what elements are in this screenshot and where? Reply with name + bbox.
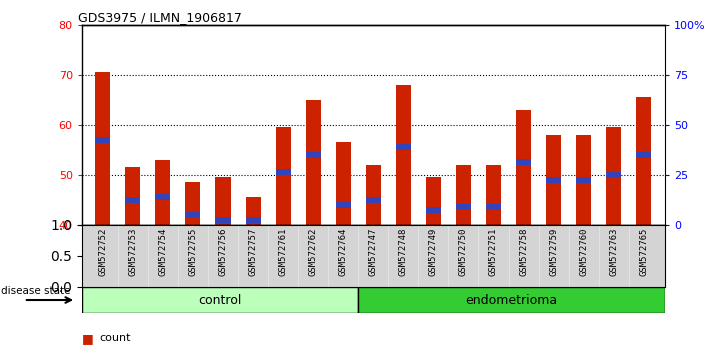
Text: GSM572757: GSM572757: [249, 228, 257, 276]
Text: GSM572763: GSM572763: [609, 228, 618, 276]
Bar: [546, 177, 561, 183]
Bar: [516, 159, 531, 165]
Bar: [336, 202, 351, 208]
Text: GSM572748: GSM572748: [399, 228, 408, 276]
Bar: [486, 165, 501, 225]
Text: GSM572755: GSM572755: [188, 228, 198, 276]
Bar: [306, 100, 321, 225]
Text: GSM572761: GSM572761: [279, 228, 288, 276]
Text: GSM572758: GSM572758: [519, 228, 528, 276]
Text: GSM572760: GSM572760: [579, 228, 588, 276]
Text: GSM572749: GSM572749: [429, 228, 438, 276]
Text: GSM572759: GSM572759: [549, 228, 558, 276]
Bar: [276, 127, 291, 225]
Text: count: count: [100, 333, 131, 343]
Bar: [95, 137, 110, 143]
Bar: [516, 110, 531, 225]
Bar: [426, 207, 441, 213]
Text: GSM572764: GSM572764: [338, 228, 348, 276]
Bar: [576, 177, 591, 183]
Bar: [486, 204, 501, 210]
Text: ■: ■: [82, 353, 97, 354]
Text: GSM572747: GSM572747: [369, 228, 378, 276]
Bar: [306, 152, 321, 158]
Bar: [336, 142, 351, 225]
Text: GSM572754: GSM572754: [159, 228, 167, 276]
Bar: [125, 197, 140, 203]
Bar: [186, 212, 201, 218]
Text: endometrioma: endometrioma: [465, 293, 557, 307]
Bar: [186, 182, 201, 225]
Bar: [245, 197, 260, 225]
Text: GDS3975 / ILMN_1906817: GDS3975 / ILMN_1906817: [78, 11, 242, 24]
Bar: [606, 127, 621, 225]
Bar: [636, 97, 651, 225]
Bar: [546, 135, 561, 225]
Text: GSM572753: GSM572753: [129, 228, 137, 276]
Text: GSM572756: GSM572756: [218, 228, 228, 276]
Bar: [456, 204, 471, 210]
Bar: [396, 85, 411, 225]
Bar: [358, 287, 665, 313]
Bar: [215, 177, 230, 225]
Text: GSM572751: GSM572751: [489, 228, 498, 276]
Text: GSM572762: GSM572762: [309, 228, 318, 276]
Bar: [156, 160, 171, 225]
Bar: [95, 72, 110, 225]
Bar: [636, 152, 651, 158]
Bar: [245, 217, 260, 223]
Bar: [276, 169, 291, 175]
Bar: [456, 165, 471, 225]
Bar: [426, 177, 441, 225]
Bar: [576, 135, 591, 225]
Text: disease state: disease state: [1, 286, 71, 296]
Text: control: control: [198, 293, 242, 307]
Text: GSM572752: GSM572752: [98, 228, 107, 276]
Text: ■: ■: [82, 332, 97, 344]
Bar: [125, 167, 140, 225]
Bar: [365, 165, 381, 225]
Bar: [82, 287, 358, 313]
Bar: [606, 172, 621, 178]
Bar: [215, 217, 230, 223]
Bar: [365, 197, 381, 203]
Bar: [156, 194, 171, 200]
Bar: [396, 144, 411, 150]
Text: GSM572765: GSM572765: [639, 228, 648, 276]
Text: GSM572750: GSM572750: [459, 228, 468, 276]
